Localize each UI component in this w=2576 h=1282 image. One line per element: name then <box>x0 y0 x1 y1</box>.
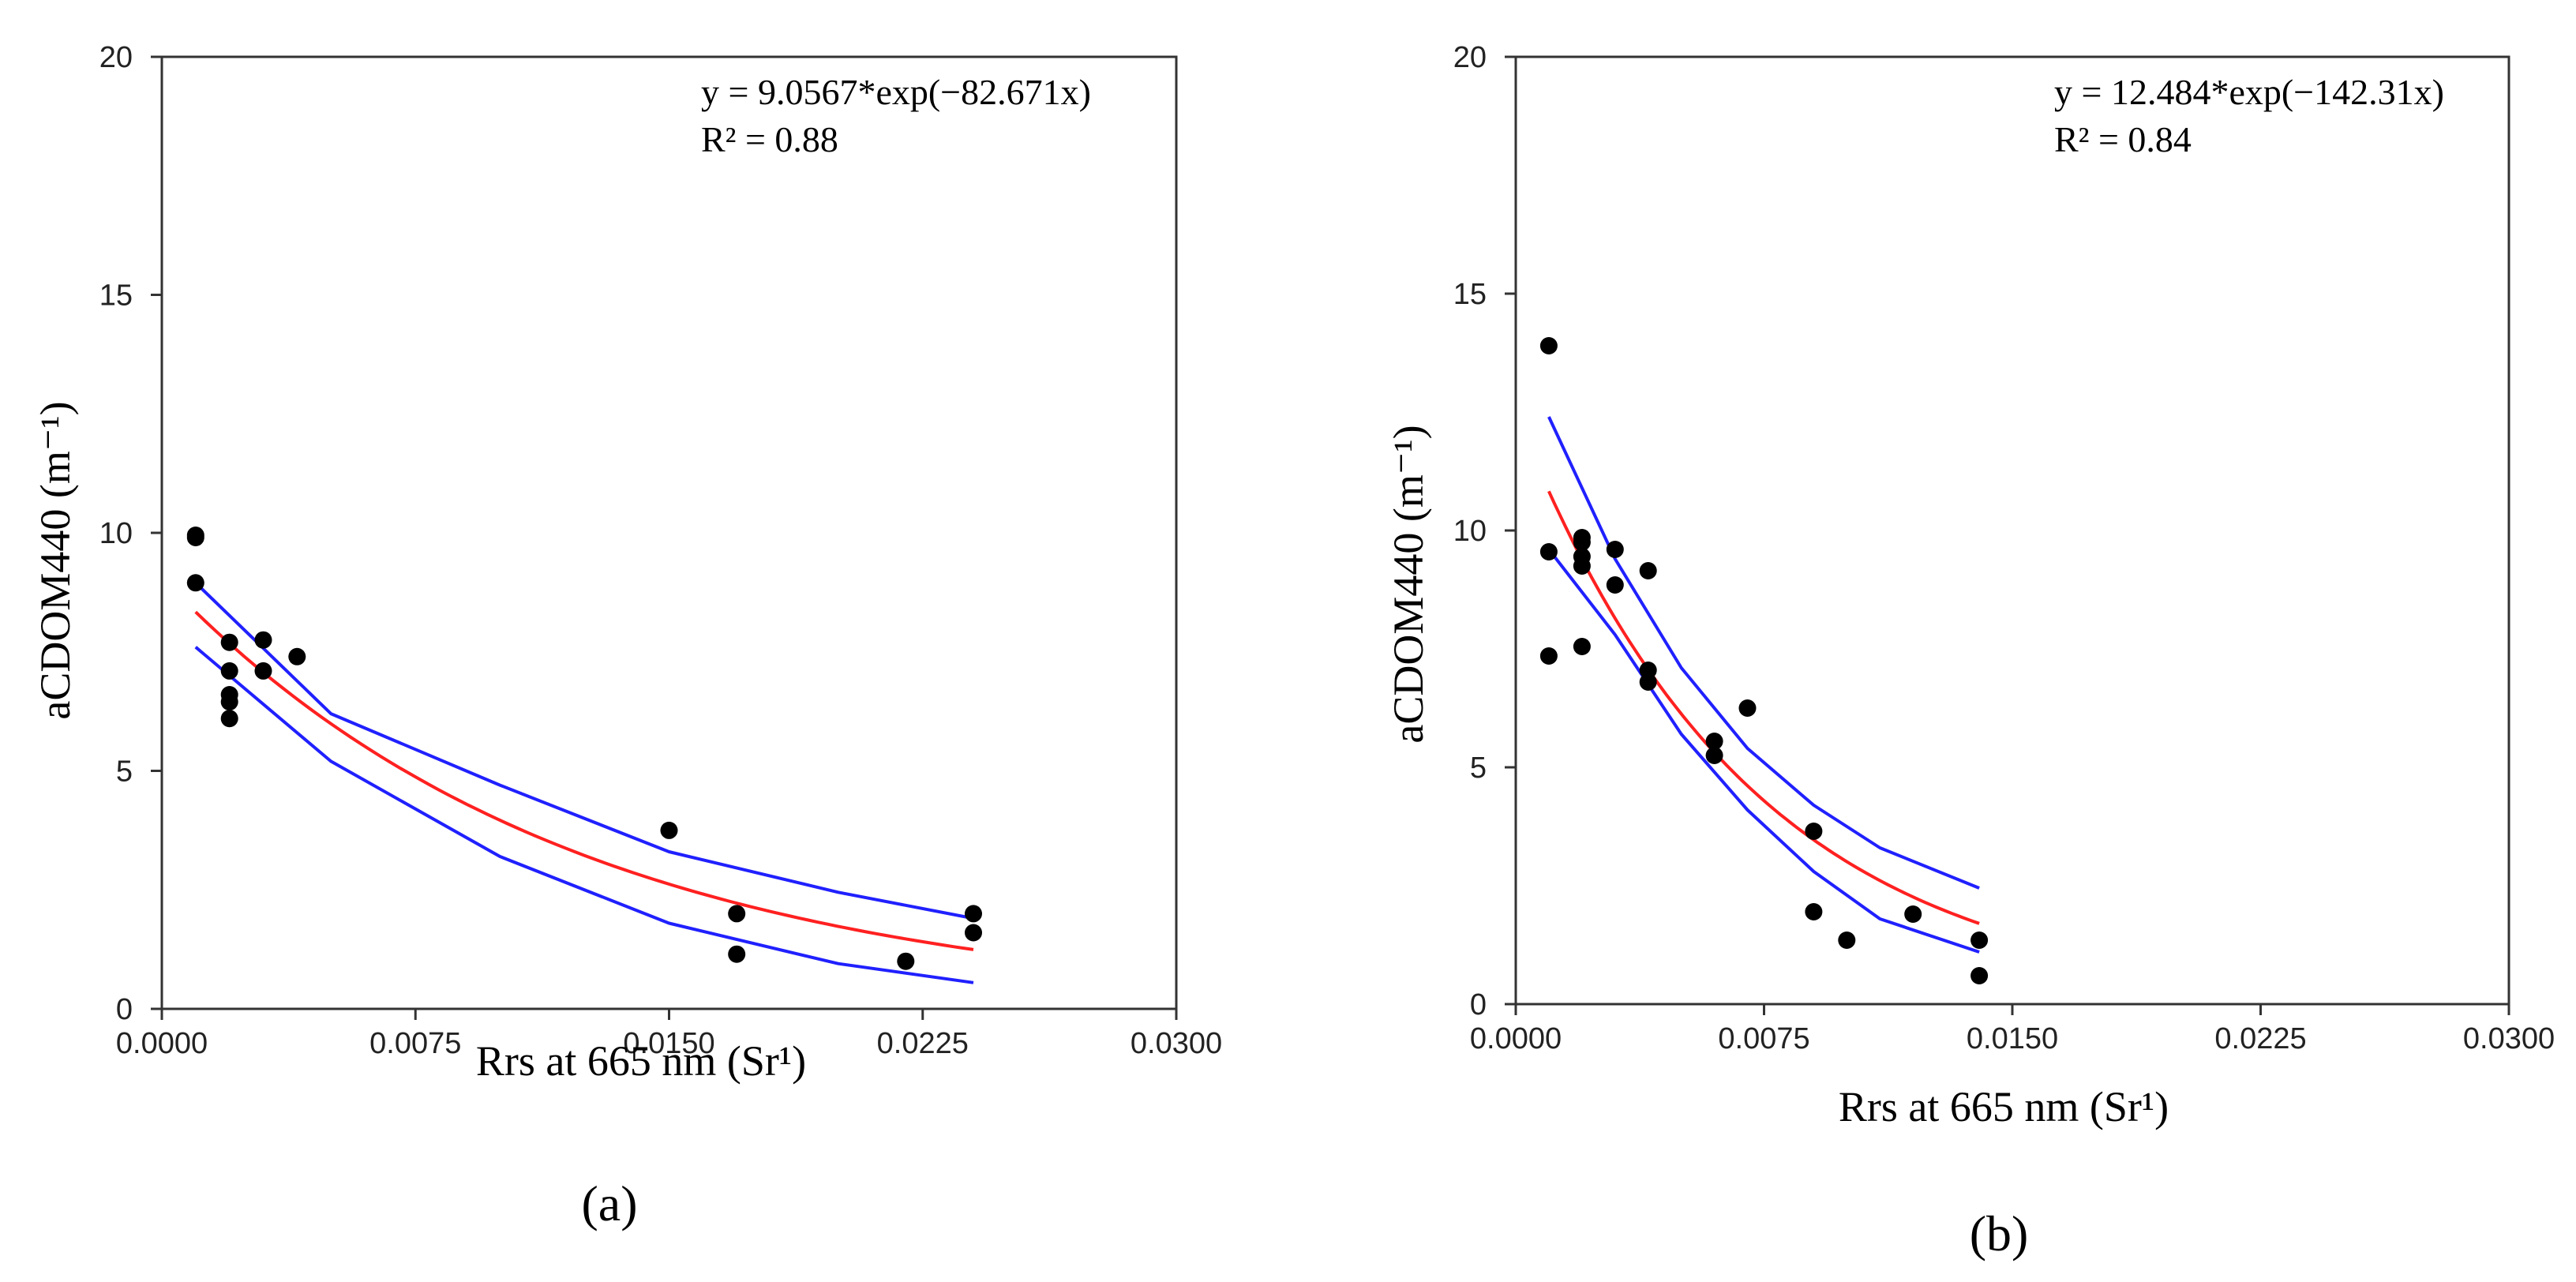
panel-b-plot-frame <box>1514 55 2510 1006</box>
panel-a-axis-ticks: 0.0000 0.0075 0.0150 0.0225 0.0300 0 5 10 15 20 <box>99 41 1222 1060</box>
panel-a-data-point-11 <box>660 821 678 839</box>
panel-b-data-point-18 <box>1838 932 1856 949</box>
panel-b-data-point-10 <box>1639 562 1657 579</box>
panel-a-y-tick-label: 0 <box>116 993 133 1026</box>
panel-a-x-tick-label: 0.0150 <box>623 1027 714 1060</box>
panel-a-data-point-9 <box>254 662 272 680</box>
panel-b-x-tick-label: 0.0000 <box>1470 1022 1562 1055</box>
panel-a-data-point-2 <box>186 574 204 592</box>
panel-b-data-point-0 <box>1539 337 1558 354</box>
panel-b-y-tick-label: 0 <box>1470 988 1487 1021</box>
panel-a-fit-curve-group <box>194 610 974 951</box>
panel-b-data-point-8 <box>1606 541 1624 558</box>
panel-b-confidence-upper-line <box>1547 416 1980 890</box>
panel-a-x-tick-label: 0.0000 <box>116 1027 208 1060</box>
panel-b-data-point-20 <box>1970 932 1989 949</box>
panel-b-y-tick-label: 5 <box>1470 752 1487 785</box>
panel-a-confidence-lower-line <box>194 646 974 984</box>
panel-a-data-point-16 <box>965 924 982 942</box>
panel-a-fit-curve <box>194 610 974 951</box>
panel-b-data-point-6 <box>1573 557 1591 575</box>
panel-b-data-point-19 <box>1904 905 1922 923</box>
panel-a-equation: y = 9.0567*exp(−82.671x) <box>701 72 1091 112</box>
panel-a-data-point-10 <box>288 647 306 665</box>
panel-b-data-point-16 <box>1805 823 1823 840</box>
panel-a-data-point-12 <box>728 905 746 923</box>
panel-b-r-squared: R² = 0.84 <box>2054 119 2192 159</box>
panel-a-data-point-14 <box>897 952 915 970</box>
panel-a-data-point-15 <box>965 905 982 923</box>
panel-b-data-point-4 <box>1573 534 1591 551</box>
panel-b-y-axis-title: aCDOM440 (m⁻¹) <box>1385 425 1432 743</box>
panel-b-x-tick-label: 0.0150 <box>1967 1022 2058 1055</box>
panel-b-axis-ticks: 0.0000 0.0075 0.0150 0.0225 0.0300 0 5 10 15 20 <box>1453 41 2555 1055</box>
panel-a-data-point-3 <box>220 633 238 651</box>
panel-a-data-point-7 <box>220 710 238 728</box>
panel-b-chart: 0.0000 0.0075 0.0150 0.0225 0.0300 0 5 10 15 20 y… <box>1385 41 2555 1261</box>
panel-b-confidence-lower-line <box>1547 548 1980 954</box>
panel-a-data-point-1 <box>186 529 204 546</box>
panel-b-data-point-2 <box>1539 647 1558 665</box>
panel-b-x-tick-label: 0.0075 <box>1718 1022 1809 1055</box>
panel-b-data-point-9 <box>1606 576 1624 594</box>
panel-a-confidence-band <box>194 581 974 984</box>
panel-b-data-point-7 <box>1573 638 1591 655</box>
panel-a-x-tick-label: 0.0225 <box>877 1027 969 1060</box>
panel-b-data-point-14 <box>1705 747 1723 764</box>
panel-b-data-point-15 <box>1738 699 1757 717</box>
panel-a-x-tick-label: 0.0075 <box>369 1027 461 1060</box>
panel-a-y-tick-label: 10 <box>99 517 133 550</box>
panel-a-y-tick-label: 20 <box>99 41 133 74</box>
panel-a-x-tick-label: 0.0300 <box>1131 1027 1222 1060</box>
panel-b-equation: y = 12.484*exp(−142.31x) <box>2054 72 2444 112</box>
panel-b-data-point-13 <box>1705 733 1723 750</box>
panel-b-label: (b) <box>1970 1205 2029 1261</box>
panel-b-fit-curve-group <box>1547 490 1980 925</box>
panel-a-plot-frame <box>160 55 1178 1010</box>
panel-b-y-tick-label: 10 <box>1453 515 1487 548</box>
panel-a-r-squared: R² = 0.88 <box>701 119 838 159</box>
panel-a-data-point-4 <box>220 662 238 680</box>
panel-b-confidence-band <box>1547 416 1980 954</box>
panel-b-data-point-1 <box>1539 543 1558 560</box>
panel-a-data-points <box>186 527 982 970</box>
panel-b-x-tick-label: 0.0225 <box>2214 1022 2306 1055</box>
panel-a-confidence-upper-line <box>194 581 974 920</box>
panel-a-y-axis-title: aCDOM440 (m⁻¹) <box>32 401 79 719</box>
panel-a-y-tick-label: 5 <box>116 755 133 789</box>
panel-a-label: (a) <box>581 1175 637 1231</box>
panel-b-data-point-17 <box>1805 903 1823 920</box>
panel-b-x-tick-label: 0.0300 <box>2463 1022 2555 1055</box>
panel-a-chart: 0.0000 0.0075 0.0150 0.0225 0.0300 0 5 10 15 20 y… <box>32 41 1222 1231</box>
panel-b-data-points <box>1539 337 1989 984</box>
panel-a-y-tick-label: 15 <box>99 279 133 313</box>
panel-a-data-point-6 <box>220 693 238 711</box>
panel-b-data-point-12 <box>1639 673 1657 691</box>
panel-a-data-point-13 <box>728 945 746 963</box>
panel-b-data-point-21 <box>1970 967 1989 984</box>
panel-b-y-tick-label: 20 <box>1453 41 1487 74</box>
panel-a-data-point-8 <box>254 631 272 649</box>
panel-b-x-axis-title: Rrs at 665 nm (Sr¹) <box>1839 1083 2169 1130</box>
panel-b-fit-curve <box>1547 490 1980 925</box>
panel-a-x-axis-title: Rrs at 665 nm (Sr¹) <box>476 1037 806 1085</box>
panel-b-y-tick-label: 15 <box>1453 278 1487 311</box>
